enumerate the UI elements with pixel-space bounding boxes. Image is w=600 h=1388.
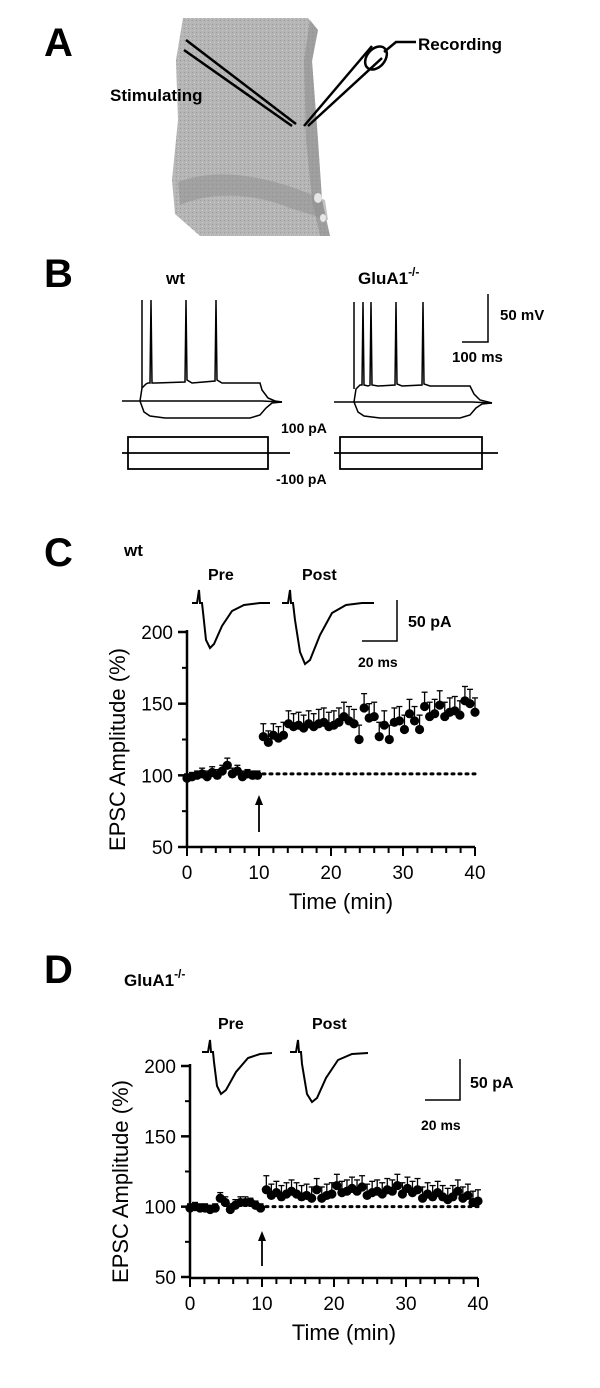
x-axis-title: Time (min) (289, 889, 393, 914)
panel-c-scale-bar (362, 600, 398, 642)
panel-c-scale-current: 50 pA (408, 614, 452, 631)
y-axis-title: EPSC Amplitude (%) (108, 1080, 133, 1283)
panel-c-pre-label: Pre (208, 567, 234, 584)
stimulating-electrode (183, 39, 297, 128)
recording-label: Recording (418, 35, 502, 54)
stimulus-arrow-head (258, 1231, 266, 1241)
panel-d-scale-current: 50 pA (470, 1075, 514, 1092)
panel-d-group-label: GluA1-/- (124, 967, 185, 990)
data-point (359, 703, 369, 713)
panel-a: A Recording Stimulating (44, 18, 502, 236)
y-tick-label: 100 (141, 766, 173, 787)
data-point (430, 709, 440, 719)
panel-d-post-label: Post (312, 1016, 347, 1033)
x-tick-label: 10 (248, 863, 269, 884)
y-tick-label: 50 (152, 838, 173, 859)
data-point (255, 1203, 266, 1213)
y-tick-label: 100 (144, 1198, 176, 1219)
data-point (394, 716, 404, 726)
panel-d: D GluA1-/- Pre Post 50 pA 20 ms 50100150… (44, 948, 514, 1345)
data-point (463, 1190, 473, 1201)
data-point (409, 716, 420, 726)
wt-voltage-traces (122, 299, 283, 419)
y-tick-label: 150 (141, 695, 173, 716)
data-point (220, 1197, 230, 1208)
recording-electrode (303, 40, 416, 127)
panel-label-a: A (44, 21, 73, 65)
y-tick-label: 50 (155, 1268, 176, 1289)
gluA1-label-main: GluA1 (358, 269, 408, 288)
stimulating-label: Stimulating (110, 86, 203, 105)
gluA1-label-sup: -/- (408, 265, 419, 279)
y-tick-label: 150 (144, 1127, 176, 1148)
wt-label: wt (165, 269, 185, 288)
x-tick-label: 20 (323, 1294, 344, 1315)
x-tick-label: 0 (185, 1294, 196, 1315)
panel-c-pre-trace (192, 589, 270, 650)
data-point (404, 709, 415, 719)
data-point (470, 707, 480, 717)
gluA1-ko-label: GluA1-/- (358, 265, 419, 288)
data-point (473, 1196, 483, 1206)
data-point (453, 1186, 463, 1196)
x-axis-title: Time (min) (292, 1320, 396, 1345)
x-tick-label: 10 (251, 1294, 272, 1315)
brain-slice-image (172, 18, 330, 236)
data-point (374, 732, 384, 742)
panel-c: C wt Pre Post 50 pA 20 ms 50 100 150 200 0 10… (44, 531, 486, 914)
data-point (332, 1180, 342, 1191)
current-negative-label: -100 pA (276, 471, 327, 487)
voltage-scale-label: 50 mV (500, 307, 544, 324)
panel-d-scale-bar (425, 1059, 461, 1101)
panel-c-post-trace (282, 589, 374, 666)
x-tick-label: 40 (467, 1294, 488, 1315)
panel-d-scale-time: 20 ms (421, 1117, 461, 1133)
data-point (278, 730, 289, 740)
y-tick-label: 200 (141, 623, 173, 644)
stimulus-arrow-head (255, 795, 263, 805)
panel-d-pre-trace (202, 1039, 273, 1096)
data-point (384, 734, 394, 745)
x-tick-label: 40 (464, 863, 485, 884)
panel-c-plot: 50 100 150 200 0 10 20 30 40 Time (min) EPSC Ampli… (105, 623, 486, 914)
current-step-protocol (122, 436, 498, 470)
data-point (399, 724, 410, 735)
panel-label-d: D (44, 948, 73, 992)
data-point (349, 719, 359, 729)
data-point (252, 770, 263, 780)
y-axis-title: EPSC Amplitude (%) (105, 648, 130, 851)
data-point (379, 720, 389, 730)
x-tick-label: 30 (392, 863, 413, 884)
panel-c-scale-time: 20 ms (358, 654, 398, 670)
time-scale-label: 100 ms (452, 349, 503, 366)
panel-b: B wt GluA1-/- 50 mV 100 ms (44, 252, 544, 487)
gluA1-ko-voltage-traces (334, 301, 493, 419)
panel-label-c: C (44, 531, 73, 575)
data-point (263, 737, 273, 747)
panel-d-post-trace (290, 1039, 369, 1104)
x-tick-label: 30 (395, 1294, 416, 1315)
panel-c-group-label: wt (123, 541, 143, 560)
data-point (307, 1193, 317, 1203)
x-tick-label: 20 (320, 863, 341, 884)
data-point (327, 1189, 337, 1199)
data-point (369, 711, 379, 722)
data-point (420, 701, 430, 712)
data-point (210, 1203, 220, 1213)
data-point (465, 699, 475, 709)
data-point (455, 710, 465, 720)
y-tick-label: 200 (144, 1057, 176, 1078)
panel-d-plot: 50 100 150 200 0 10 20 30 40 Time (min) EPSC Ampli… (108, 1057, 489, 1345)
panel-label-b: B (44, 252, 73, 296)
data-point (414, 724, 425, 735)
panel-c-post-label: Post (302, 567, 337, 584)
current-positive-label: 100 pA (281, 420, 327, 436)
x-tick-label: 0 (182, 863, 193, 884)
data-point (354, 734, 364, 745)
voltage-scale-bar (462, 294, 489, 343)
panel-d-pre-label: Pre (218, 1016, 244, 1033)
